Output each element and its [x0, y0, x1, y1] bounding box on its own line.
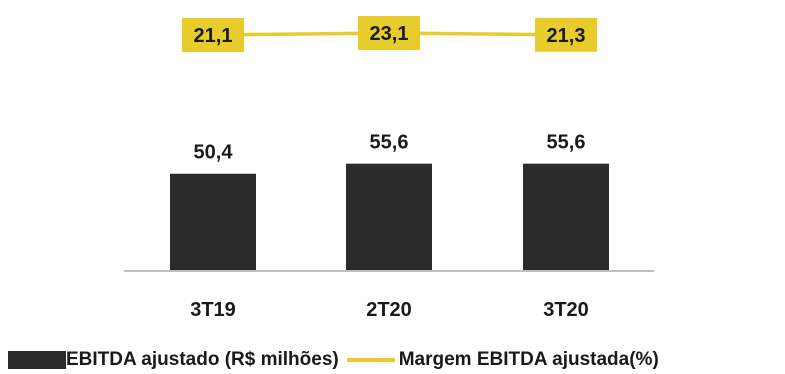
- x-tick-label: 3T20: [543, 299, 589, 321]
- bar-value-label: 55,6: [547, 132, 586, 154]
- bar-2t20: [346, 163, 432, 271]
- legend-bar-label: EBITDA ajustado (R$ milhões): [66, 349, 339, 370]
- margin-value-label: 23,1: [370, 23, 409, 45]
- x-tick-layer: 3T19 2T20 3T20: [190, 299, 589, 321]
- legend-bar-swatch: [8, 351, 66, 369]
- bar-3t19: [170, 173, 256, 271]
- bar-layer: 50,4 55,6 55,6: [170, 132, 609, 271]
- margin-point-box: [358, 16, 420, 50]
- legend-line-label: Margem EBITDA ajustada(%): [398, 349, 659, 370]
- margin-point-box: [535, 17, 597, 52]
- margin-point-box: [182, 18, 244, 52]
- bar-value-label: 55,6: [370, 132, 409, 154]
- bar-3t20: [523, 163, 609, 271]
- legend: EBITDA ajustado (R$ milhões) Margem EBIT…: [0, 346, 785, 374]
- margin-value-label: 21,1: [194, 25, 233, 47]
- bar-value-label: 50,4: [194, 142, 234, 164]
- x-tick-label: 3T19: [190, 299, 236, 321]
- x-tick-label: 2T20: [366, 299, 412, 321]
- margin-value-label: 21,3: [547, 25, 586, 47]
- legend-line-swatch: [346, 358, 395, 362]
- margin-line-layer: 21,1 23,1 21,3: [182, 16, 597, 52]
